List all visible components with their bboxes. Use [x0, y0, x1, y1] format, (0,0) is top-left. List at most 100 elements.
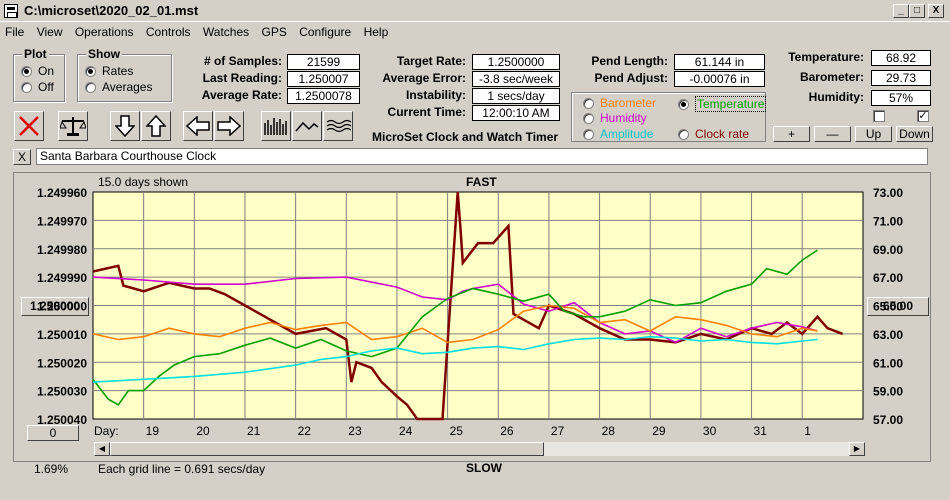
option-checkbox-1[interactable]: [873, 110, 885, 122]
series-select-group: [571, 92, 766, 142]
temperature-radio[interactable]: Temperature: [678, 96, 767, 112]
clockrate-radio[interactable]: Clock rate: [678, 127, 749, 141]
day-label: Day:: [94, 424, 119, 438]
left-axis-tick-label: 1.250030: [37, 385, 87, 399]
scrollbar-thumb[interactable]: [110, 442, 544, 456]
humidity-radio[interactable]: Humidity: [583, 111, 647, 125]
scroll-right-arrow-icon[interactable]: ▶: [849, 442, 865, 456]
menu-operations[interactable]: Operations: [74, 25, 134, 39]
radio-dot: [678, 128, 689, 140]
app-icon[interactable]: [4, 4, 18, 18]
average-rate-label: Average Rate:: [201, 88, 282, 102]
menu-watches[interactable]: Watches: [202, 25, 250, 39]
histogram-button[interactable]: [261, 111, 291, 141]
amplitude-label: Amplitude: [600, 127, 654, 141]
pend-adjust-value: -0.00076 in: [674, 71, 765, 87]
arrow-left-icon: [185, 116, 210, 136]
menu-help[interactable]: Help: [363, 25, 389, 39]
x-axis-tick-label: 28: [602, 424, 616, 438]
plot-group-title: Plot: [22, 47, 49, 61]
menu-controls[interactable]: Controls: [145, 25, 191, 39]
temperature-readout-label: Temperature:: [788, 50, 864, 64]
last-reading-value: 1.250007: [287, 71, 360, 87]
x-axis-tick-label: 20: [196, 424, 210, 438]
minimize-button[interactable]: _: [893, 4, 909, 18]
x-axis-tick-label: 23: [348, 424, 362, 438]
menu-configure[interactable]: Configure: [299, 25, 352, 39]
radio-dot: [21, 81, 32, 93]
series-line-clock-rate: [92, 191, 844, 421]
menu-bar: File View Operations Controls Watches GP…: [0, 22, 950, 42]
x-axis-tick-label: 25: [450, 424, 464, 438]
watch-name-field[interactable]: Santa Barbara Courthouse Clock: [36, 148, 928, 165]
x-axis-tick-label: 26: [500, 424, 514, 438]
scale-down-button[interactable]: Down: [896, 126, 933, 142]
show-averages-radio[interactable]: Averages: [85, 80, 152, 94]
clear-watch-button[interactable]: X: [13, 149, 31, 165]
right-axis-tick-label: 69.00: [873, 243, 903, 257]
series-line-humidity: [92, 276, 818, 344]
humidity-label: Humidity: [600, 111, 647, 125]
fast-label: FAST: [466, 175, 497, 189]
radio-dot: [678, 98, 689, 110]
amplitude-radio[interactable]: Amplitude: [583, 127, 653, 141]
x-axis-tick-label: 21: [247, 424, 261, 438]
x-axis-tick-label: 31: [754, 424, 768, 438]
target-rate-label: Target Rate:: [396, 54, 466, 68]
instability-label: Instability:: [405, 88, 466, 102]
pend-length-value[interactable]: 61.144 in: [674, 54, 765, 70]
left-axis-tick-label: 1.250010: [37, 328, 87, 342]
radio-dot: [85, 65, 96, 77]
scroll-left-arrow-icon[interactable]: ◀: [94, 442, 110, 456]
x-axis-tick-label: 29: [652, 424, 666, 438]
center-env-button[interactable]: 65.00: [867, 297, 929, 316]
right-axis-tick-label: 61.00: [873, 356, 903, 370]
menu-view[interactable]: View: [36, 25, 63, 39]
x-axis-tick-label: 19: [146, 424, 160, 438]
scale-plus-button[interactable]: +: [773, 126, 810, 142]
option-checkbox-2[interactable]: ✓: [917, 110, 929, 122]
plot-off-label: Off: [38, 80, 54, 94]
show-rates-radio[interactable]: Rates: [85, 64, 133, 78]
close-button[interactable]: X: [928, 4, 944, 18]
time-scrollbar[interactable]: ◀ ▶: [93, 441, 866, 457]
plot-off-radio[interactable]: Off: [21, 80, 54, 94]
plot-on-radio[interactable]: On: [21, 64, 54, 78]
right-axis-tick-label: 63.00: [873, 328, 903, 342]
left-axis-tick-label: 1.250000: [37, 300, 87, 314]
menu-gps[interactable]: GPS: [261, 25, 287, 39]
left-axis-tick-label: 1.249960: [37, 186, 87, 200]
series-line-amplitude: [92, 335, 818, 383]
scale-up-button[interactable]: Up: [855, 126, 892, 142]
app-title: MicroSet Clock and Watch Timer: [372, 130, 559, 144]
barometer-radio[interactable]: Barometer: [583, 96, 656, 110]
balance-button[interactable]: [58, 111, 88, 141]
scroll-left-button[interactable]: [183, 111, 213, 141]
barometer-label: Barometer: [600, 96, 657, 110]
menu-file[interactable]: File: [5, 25, 25, 39]
radio-dot: [583, 112, 594, 124]
arrow-up-icon: [146, 114, 166, 137]
arrow-right-icon: [217, 116, 242, 136]
plot-group: Plot: [13, 47, 65, 102]
clear-data-button[interactable]: [14, 111, 44, 141]
right-axis-tick-label: 73.00: [873, 186, 903, 200]
series-line-temperature: [92, 249, 818, 406]
center-rate-button[interactable]: 1.250000: [21, 297, 89, 316]
scroll-right-button[interactable]: [214, 111, 244, 141]
left-axis-tick-label: 1.250020: [37, 356, 87, 370]
scroll-up-button[interactable]: [141, 111, 171, 141]
zero-button[interactable]: 0: [27, 425, 79, 441]
samples-value: 21599: [287, 54, 360, 70]
scale-minus-button[interactable]: —: [814, 126, 851, 142]
maximize-button[interactable]: □: [909, 4, 925, 18]
plot-on-label: On: [38, 64, 55, 78]
scroll-down-button[interactable]: [110, 111, 140, 141]
temperature-readout-value: 68.92: [871, 50, 931, 66]
humidity-readout-label: Humidity:: [808, 90, 864, 104]
smoothing-button[interactable]: [323, 111, 353, 141]
line-graph-button[interactable]: [292, 111, 322, 141]
left-axis-tick-label: 1.249970: [37, 214, 87, 228]
target-rate-value[interactable]: 1.2500000: [472, 54, 560, 70]
